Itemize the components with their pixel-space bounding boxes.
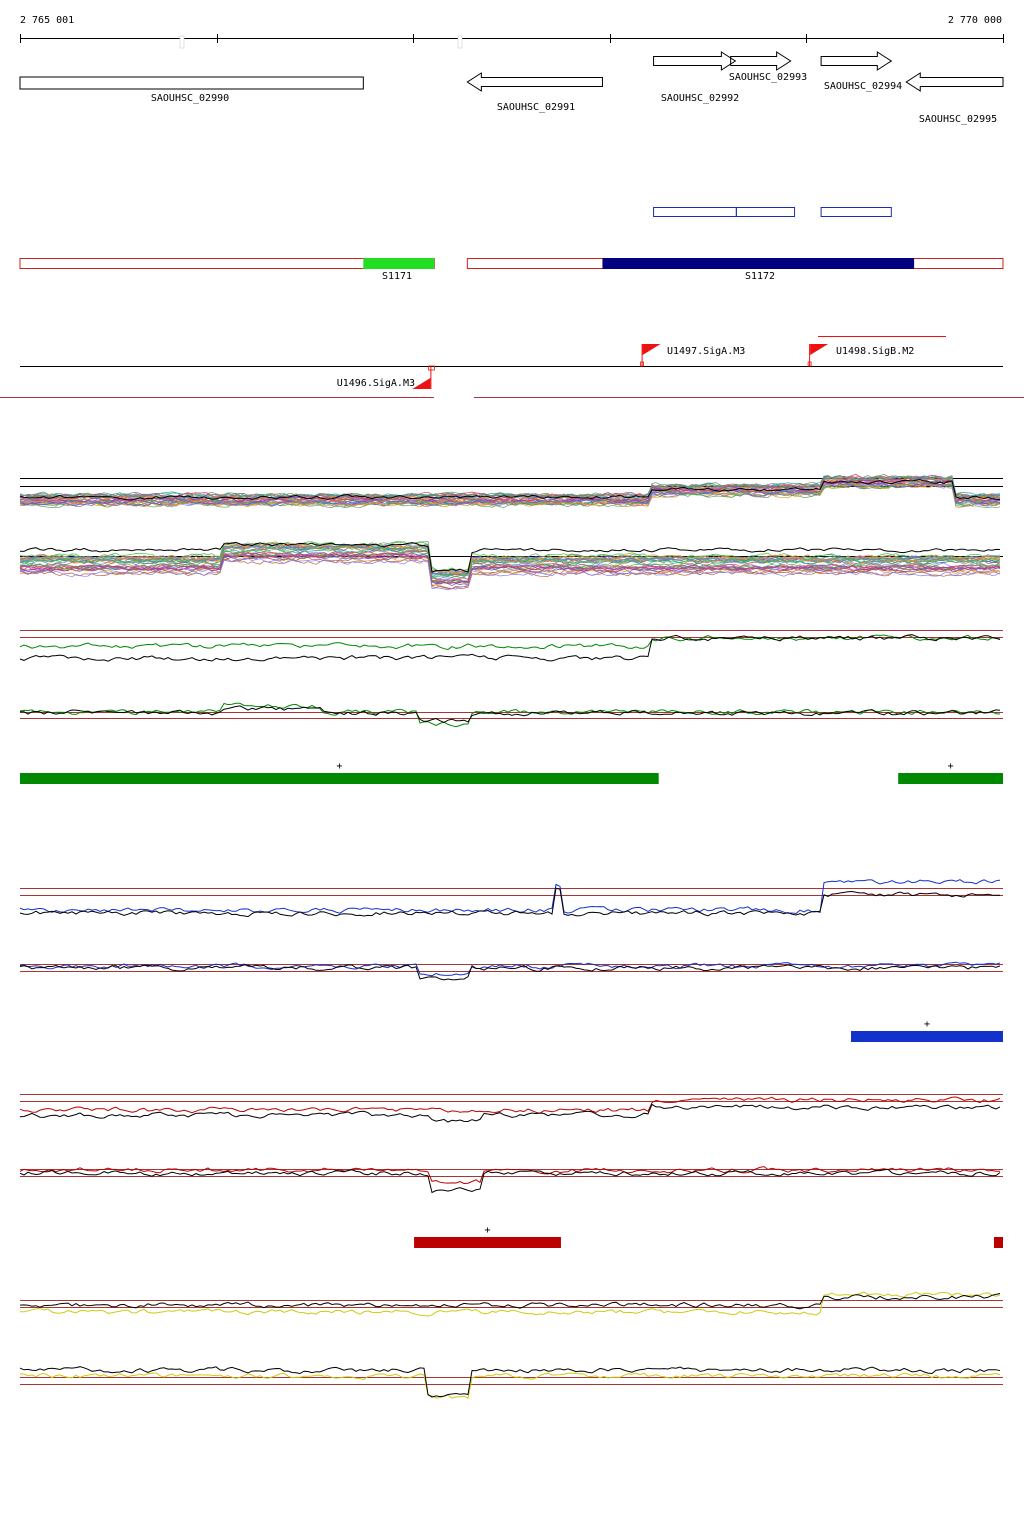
overview-trace <box>19 555 1001 590</box>
profile-trace <box>19 1103 1001 1123</box>
expression-profile-tracks <box>19 473 1003 1400</box>
promoter-label: U1497.SigA.M3 <box>667 346 745 357</box>
gene-label: SAOUHSC_02992 <box>661 93 739 104</box>
segment-highlight <box>602 258 915 269</box>
gene-label: SAOUHSC_02991 <box>497 102 575 113</box>
condition-bar <box>20 773 659 784</box>
segment-track: S1171 S1172 <box>19 258 1004 282</box>
profile-trace <box>19 887 1001 918</box>
promoter-site <box>640 361 644 367</box>
gene-shape <box>820 51 893 71</box>
segment-label: S1172 <box>745 271 775 282</box>
profile-trace <box>19 1291 1001 1317</box>
overview-trace <box>19 552 1000 584</box>
ruler-gap-marker <box>457 35 463 49</box>
strand-sign: + <box>336 761 342 772</box>
strand-sign: + <box>924 1019 930 1030</box>
condition-bar <box>414 1237 561 1248</box>
condition-bar <box>993 1237 1003 1248</box>
condition-bar <box>898 773 1003 784</box>
coordinate-start-label: 2 765 001 <box>20 15 74 26</box>
overview-trace <box>19 551 1001 584</box>
overview-trace <box>19 483 1001 508</box>
gene-shape <box>19 76 364 90</box>
gene-annotation-track: SAOUHSC_02990 SAOUHSC_02991 SAOUHSC_02992 S… <box>19 51 1004 125</box>
overview-trace <box>19 544 1001 576</box>
overview-trace <box>19 479 1001 501</box>
overview-trace <box>19 548 1001 581</box>
profile-trace <box>19 1096 1001 1114</box>
promoter-flag <box>412 378 431 389</box>
strand-sign: + <box>948 761 954 772</box>
gene-shape <box>466 72 603 92</box>
predicted-box <box>820 207 892 217</box>
ruler-gap-marker <box>179 35 185 49</box>
gene-label: SAOUHSC_02995 <box>919 114 997 125</box>
overview-trace <box>20 477 1001 503</box>
strand-sign: + <box>484 1225 490 1236</box>
overview-trace <box>19 476 1001 503</box>
gene-label: SAOUHSC_02990 <box>151 93 229 104</box>
profile-trace <box>20 705 1001 724</box>
profile-trace <box>19 964 1001 981</box>
overview-trace <box>19 540 1001 573</box>
coordinate-end-label: 2 770 000 <box>948 15 1002 26</box>
gene-label: SAOUHSC_02993 <box>729 72 807 83</box>
predicted-feature-track <box>653 207 892 217</box>
profile-trace <box>19 1166 1000 1185</box>
profile-trace <box>19 1168 1001 1194</box>
overview-trace <box>19 541 1001 573</box>
gene-label: SAOUHSC_02994 <box>824 81 902 92</box>
promoter-site <box>807 361 812 367</box>
overview-trace <box>20 542 1001 576</box>
gene-shape <box>653 51 737 71</box>
promoter-flag <box>810 344 829 355</box>
predicted-box <box>653 207 737 217</box>
condition-bar <box>850 1031 1003 1042</box>
profile-trace <box>19 879 1001 915</box>
profile-trace <box>20 1372 1001 1400</box>
condition-bar-tracks: + + + + <box>20 761 1003 1248</box>
gene-shape <box>905 72 1004 92</box>
promoter-flag <box>642 344 661 355</box>
profile-trace <box>19 1293 1001 1310</box>
promoter-label: U1498.SigB.M2 <box>836 346 914 357</box>
overview-trace <box>19 550 1001 582</box>
predicted-box <box>735 207 796 217</box>
coordinate-ruler <box>20 34 1004 49</box>
profile-trace <box>19 1366 1001 1398</box>
profile-trace <box>19 634 1001 651</box>
overview-trace <box>19 552 1001 583</box>
gene-shape <box>730 51 792 71</box>
segment-label: S1171 <box>382 271 412 282</box>
overview-trace <box>19 546 1001 578</box>
promoter-site <box>427 365 435 371</box>
promoter-label: U1496.SigA.M3 <box>337 378 415 389</box>
profile-trace <box>19 634 1001 662</box>
segment-highlight <box>363 258 435 269</box>
promoter-track: U1496.SigA.M3 U1497.SigA.M3 U1498.SigB.M2 <box>0 336 1024 398</box>
overview-trace <box>19 558 1001 591</box>
overview-trace <box>19 544 1001 576</box>
